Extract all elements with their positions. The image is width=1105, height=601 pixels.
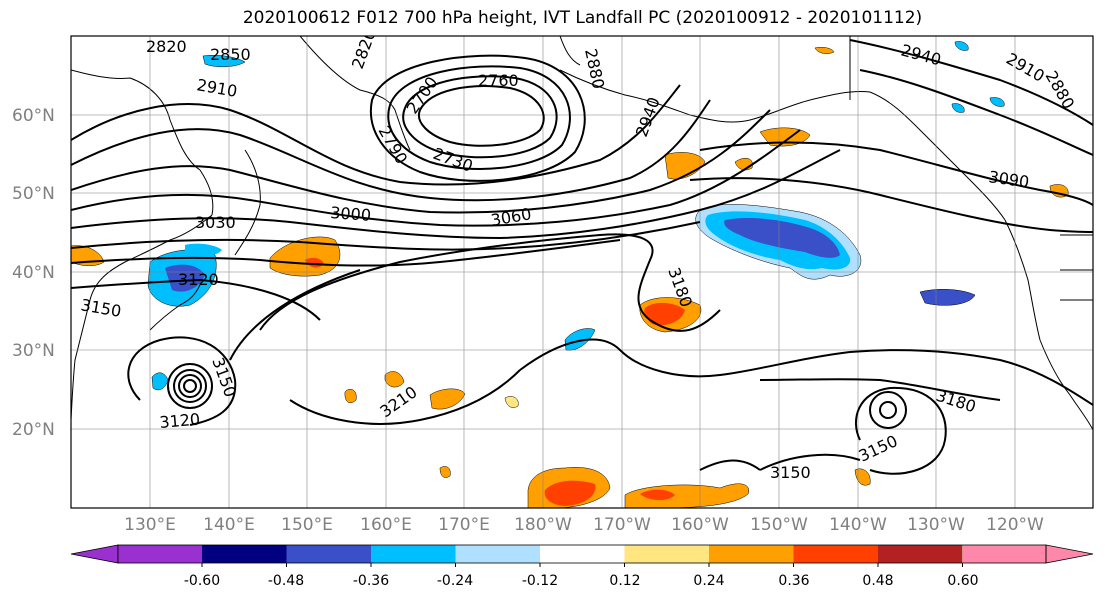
lat-label: 40°N	[12, 263, 55, 283]
lon-label: 120°W	[986, 515, 1044, 535]
colorbar-tick-label: -0.12	[522, 573, 558, 589]
ivt-negative-region	[724, 217, 840, 258]
lon-label: 160°W	[671, 515, 729, 535]
colorbar-segment	[540, 545, 625, 563]
colorbar-segment	[371, 545, 456, 563]
ivt-positive-region	[504, 396, 519, 408]
lat-label: 60°N	[12, 106, 55, 126]
ivt-negative-region	[951, 103, 965, 113]
ivt-positive-region	[544, 480, 596, 506]
colorbar-tick-label: 0.60	[947, 573, 978, 589]
ivt-positive-region	[664, 152, 706, 180]
colorbar-tick-label: -0.48	[268, 573, 304, 589]
map-frame	[70, 35, 1094, 509]
ivt-positive-region	[344, 389, 357, 403]
colorbar-segment	[455, 545, 540, 563]
latitude-labels: 60°N 50°N 40°N 30°N 20°N	[12, 106, 55, 440]
colorbar-segment	[878, 545, 963, 563]
ivt-positive-region	[429, 388, 466, 410]
longitude-labels: 130°E 140°E 150°E 160°E 170°E 180°W 170°…	[124, 515, 1044, 535]
lon-label: 150°E	[281, 515, 333, 535]
ivt-positive-region	[854, 468, 871, 486]
lat-label: 30°N	[12, 341, 55, 361]
lon-label: 130°E	[124, 515, 176, 535]
colorbar-tick-label: -0.24	[437, 573, 473, 589]
contour-label: 3120	[178, 270, 219, 289]
contour-label: 3120	[159, 410, 201, 432]
lon-label: 130°W	[907, 515, 965, 535]
ivt-shading	[71, 41, 1069, 508]
lon-label: 150°W	[750, 515, 808, 535]
colorbar-tick-labels: -0.60 -0.48 -0.36 -0.24 -0.12 0.12 0.24 …	[184, 573, 979, 589]
colorbar-segment	[963, 545, 1046, 563]
contour-label: 3030	[195, 213, 236, 232]
ivt-positive-region	[269, 236, 341, 277]
colorbar-segment	[202, 545, 287, 563]
colorbar-segment	[118, 545, 202, 563]
colorbar-segment	[793, 545, 878, 563]
contour-label: 3150	[770, 463, 811, 482]
contour-label: 2820	[146, 37, 187, 56]
ivt-negative-region	[989, 97, 1005, 107]
colorbar-segment	[709, 545, 794, 563]
lon-label: 170°E	[438, 515, 490, 535]
ivt-positive-region	[384, 371, 405, 388]
ivt-positive-region	[814, 46, 835, 54]
colorbar-tick-label: -0.36	[353, 573, 389, 589]
ivt-negative-region	[165, 264, 205, 292]
colorbar-tick-label: 0.48	[862, 573, 893, 589]
ivt-negative-region	[954, 41, 969, 51]
lon-label: 160°E	[360, 515, 412, 535]
colorbar-segment	[624, 545, 709, 563]
ivt-negative-region	[202, 55, 246, 67]
lon-label: 170°W	[593, 515, 651, 535]
map-title: 2020100612 F012 700 hPa height, IVT Land…	[242, 8, 923, 28]
lat-label: 20°N	[12, 420, 55, 440]
lon-label: 140°E	[203, 515, 255, 535]
lon-label: 180°W	[514, 515, 572, 535]
height-contours	[71, 39, 1093, 475]
colorbar-extend-low	[70, 544, 119, 564]
ivt-positive-region	[644, 302, 685, 326]
colorbar-extend-high	[1045, 544, 1094, 564]
contour-label: 2850	[210, 45, 251, 64]
lat-label: 50°N	[12, 184, 55, 204]
ivt-negative-region	[185, 243, 222, 257]
colorbar-tick-label: -0.60	[184, 573, 220, 589]
ivt-positive-region	[439, 466, 451, 478]
colorbar-segment	[286, 545, 371, 563]
colorbar-frame	[117, 544, 1047, 564]
contour-label: 2760	[478, 71, 519, 90]
colorbar-tick-label: 0.36	[778, 573, 809, 589]
colorbar	[70, 544, 1094, 567]
colorbar-tick-label: 0.24	[693, 573, 724, 589]
colorbar-tick-label: 0.12	[609, 573, 640, 589]
lon-label: 140°W	[829, 515, 887, 535]
contour-label: 3000	[330, 203, 372, 225]
ivt-positive-region	[640, 489, 675, 501]
ivt-negative-region	[919, 289, 976, 306]
